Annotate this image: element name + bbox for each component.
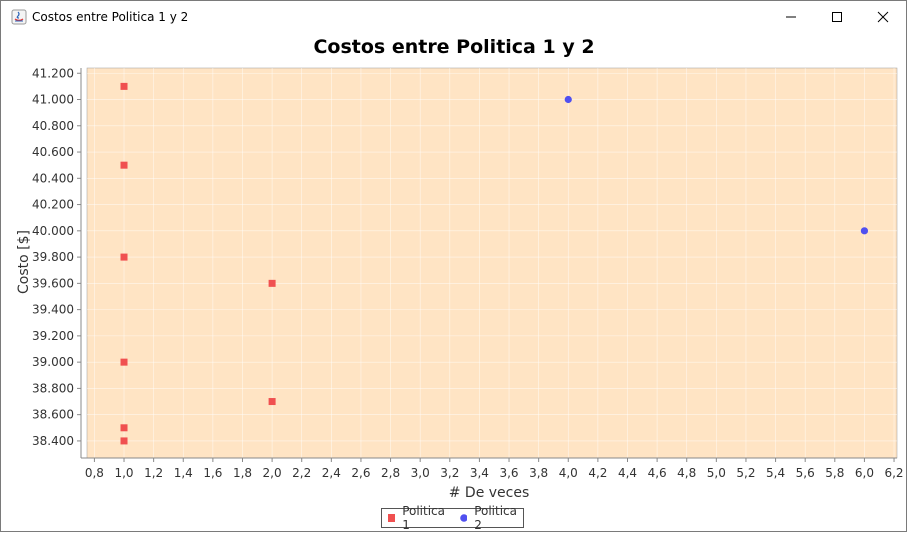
y-tick-label: 41.200 — [32, 66, 74, 80]
legend-label: Politica 2 — [474, 504, 517, 532]
x-tick-label: 2,8 — [381, 466, 400, 480]
x-tick-label: 2,2 — [292, 466, 311, 480]
plot-area — [86, 67, 898, 459]
minimize-icon — [786, 16, 796, 18]
data-point-square — [120, 437, 128, 445]
x-ticks: 0,8 1,0 1,2 1,4 1,6 1,8 2,0 2,2 2,4 2,6 2,8 3,0 3,2 3… — [85, 458, 904, 480]
y-tick-label: 38.600 — [32, 408, 74, 422]
x-tick-label: 6,0 — [855, 466, 874, 480]
title-bar[interactable]: Costos entre Politica 1 y 2 — [1, 1, 906, 33]
legend-item-politica-2: Politica 2 — [460, 504, 523, 532]
y-ticks: 38.400 38.600 38.800 39.000 39.200 39.400 39.6… — [32, 66, 81, 448]
x-tick-label: 4,4 — [618, 466, 637, 480]
x-tick-label: 5,2 — [736, 466, 755, 480]
x-tick-label: 5,4 — [766, 466, 785, 480]
data-point-square — [120, 161, 128, 169]
data-point-circle — [564, 95, 572, 104]
y-tick-label: 38.400 — [32, 434, 74, 448]
x-axis-label: # De veces — [449, 485, 530, 501]
grid-lines — [87, 68, 897, 458]
close-button[interactable] — [860, 1, 906, 33]
chart-legend: Politica 1 Politica 2 — [381, 504, 524, 532]
x-tick-label: 1,4 — [174, 466, 193, 480]
java-icon — [11, 9, 27, 25]
chart-panel: Costos entre Politica 1 y 2 0,8 1,0 1,2 1,4… — [1, 33, 906, 531]
x-tick-label: 3,6 — [499, 466, 518, 480]
square-marker-icon — [388, 514, 396, 522]
y-tick-label: 40.800 — [32, 119, 74, 133]
y-tick-label: 40.000 — [32, 224, 74, 238]
data-points — [120, 82, 869, 445]
x-tick-label: 6,2 — [884, 466, 903, 480]
x-tick-label: 3,8 — [529, 466, 548, 480]
scatter-chart: Costos entre Politica 1 y 2 0,8 1,0 1,2 1,4… — [16, 36, 904, 501]
x-tick-label: 1,8 — [233, 466, 252, 480]
y-tick-label: 39.000 — [32, 355, 74, 369]
x-tick-label: 4,2 — [588, 466, 607, 480]
x-tick-label: 3,0 — [411, 466, 430, 480]
y-tick-label: 40.200 — [32, 198, 74, 212]
close-icon — [877, 11, 889, 23]
data-point-square — [120, 358, 128, 366]
y-tick-label: 39.200 — [32, 329, 74, 343]
x-tick-label: 4,6 — [648, 466, 667, 480]
maximize-icon — [832, 12, 842, 22]
x-tick-label: 5,6 — [796, 466, 815, 480]
x-tick-label: 0,8 — [85, 466, 104, 480]
x-tick-label: 2,6 — [351, 466, 370, 480]
x-tick-label: 5,0 — [707, 466, 726, 480]
y-tick-label: 38.800 — [32, 381, 74, 395]
legend-item-politica-1: Politica 1 — [388, 504, 451, 532]
x-tick-label: 3,4 — [470, 466, 489, 480]
y-tick-label: 39.800 — [32, 250, 74, 264]
maximize-button[interactable] — [814, 1, 860, 33]
y-axis-label: Costo [$] — [16, 230, 32, 294]
x-tick-label: 1,2 — [144, 466, 163, 480]
x-tick-label: 1,6 — [203, 466, 222, 480]
y-tick-label: 41.000 — [32, 93, 74, 107]
data-point-square — [268, 279, 276, 287]
legend-label: Politica 1 — [402, 504, 445, 532]
chart-title: Costos entre Politica 1 y 2 — [313, 36, 594, 58]
x-tick-label: 4,8 — [677, 466, 696, 480]
minimize-button[interactable] — [768, 1, 814, 33]
x-tick-label: 3,2 — [440, 466, 459, 480]
data-point-square — [120, 253, 128, 261]
y-tick-label: 39.600 — [32, 276, 74, 290]
x-tick-label: 2,4 — [322, 466, 341, 480]
data-point-square — [120, 82, 128, 90]
x-tick-label: 4,0 — [559, 466, 578, 480]
x-tick-label: 5,8 — [825, 466, 844, 480]
y-tick-label: 39.400 — [32, 303, 74, 317]
x-tick-label: 1,0 — [114, 466, 133, 480]
y-tick-label: 40.600 — [32, 145, 74, 159]
circle-marker-icon — [460, 514, 468, 522]
y-tick-label: 40.400 — [32, 171, 74, 185]
data-point-square — [120, 424, 128, 432]
data-point-circle — [860, 227, 869, 235]
data-point-square — [268, 398, 276, 406]
window-title: Costos entre Politica 1 y 2 — [32, 10, 189, 24]
axes — [80, 68, 897, 459]
x-tick-label: 2,0 — [263, 466, 282, 480]
